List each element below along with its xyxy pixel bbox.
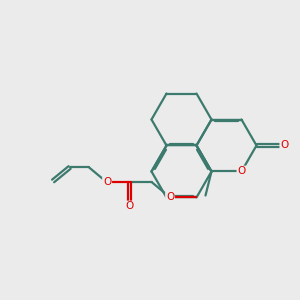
Text: O: O — [166, 193, 174, 202]
Text: O: O — [280, 140, 289, 151]
Text: O: O — [103, 178, 111, 188]
Text: O: O — [237, 167, 246, 176]
Text: O: O — [125, 202, 134, 212]
